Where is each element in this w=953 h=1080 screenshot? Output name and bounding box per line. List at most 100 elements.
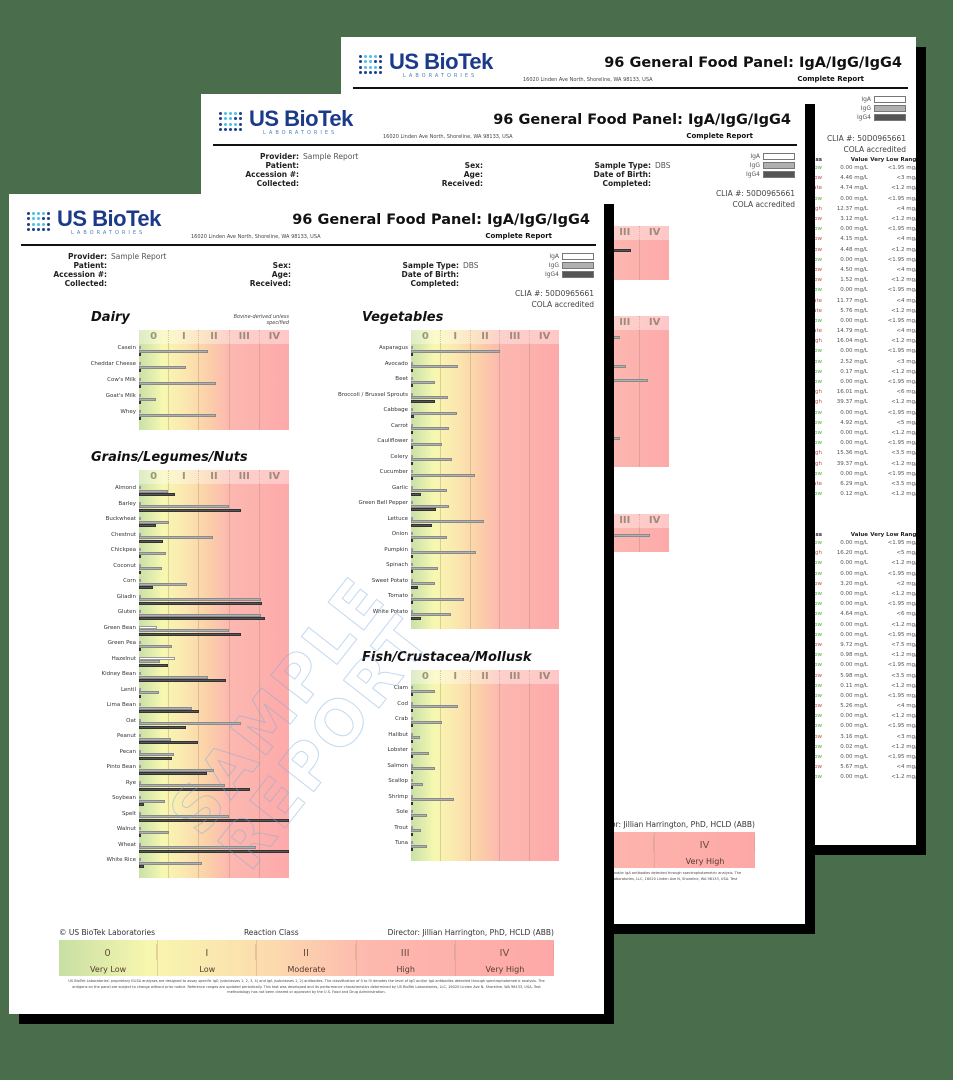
igg-bar <box>139 551 166 555</box>
food-label: Spinach <box>386 562 408 568</box>
igg-bar <box>139 737 171 741</box>
igg-bar <box>139 613 261 617</box>
igg-bar <box>411 349 500 353</box>
igg-bar <box>411 689 435 693</box>
food-label: Corn <box>123 578 136 584</box>
food-label: Coconut <box>113 562 136 569</box>
igg-bar <box>139 861 202 865</box>
bar-row <box>411 360 559 376</box>
class-tick: IV <box>268 471 281 482</box>
igg4-bar <box>139 586 153 589</box>
food-label: Onion <box>391 531 408 537</box>
food-label: Tuna <box>395 840 408 846</box>
food-label: Almond <box>115 485 136 491</box>
page-header: US BioTek LABORATORIES 16020 Linden Ave … <box>213 108 797 146</box>
bar-row <box>139 701 289 717</box>
class-tick: III <box>610 226 641 240</box>
bar-row <box>139 546 289 562</box>
report-subtitle: Complete Report <box>485 232 552 240</box>
igg4-bar <box>411 539 413 542</box>
food-label: White Potato <box>372 608 408 615</box>
bar-row <box>411 515 559 531</box>
logo-name: US BioTek <box>57 206 161 231</box>
igg4-bar <box>411 554 413 558</box>
food-label: Oat <box>126 717 136 724</box>
iga-bar <box>139 703 141 706</box>
food-label: Sole <box>396 809 408 815</box>
bar-row <box>411 453 559 469</box>
iga-bar <box>411 470 413 473</box>
iga-bar <box>139 641 141 644</box>
igg4-bar <box>411 508 437 511</box>
iga-bar <box>139 749 141 753</box>
class-tick: III <box>230 470 260 484</box>
report-title: 96 General Food Panel: IgA/IgG/IgG4 <box>493 112 791 128</box>
food-label: Lima Bean <box>106 702 136 708</box>
food-label: Rye <box>125 779 136 786</box>
section-title: Dairy <box>91 310 130 325</box>
bar-row <box>411 391 559 407</box>
igg4-bar <box>139 756 172 760</box>
bar-row <box>411 731 559 747</box>
bar-row <box>139 732 289 748</box>
igg4-bar <box>411 848 413 851</box>
food-label: Gliadin <box>116 593 136 600</box>
igg4-bar <box>139 694 141 698</box>
report-subtitle: Complete Report <box>686 132 753 140</box>
bar-row <box>139 593 289 609</box>
bar-row <box>139 810 289 826</box>
bar-row <box>139 717 289 733</box>
igg-bar <box>411 736 420 739</box>
bar-row <box>411 546 559 562</box>
class-tick: III <box>230 330 260 344</box>
food-label: Hazelnut <box>111 655 136 662</box>
iga-bar <box>411 392 413 396</box>
igg-bar <box>411 458 453 461</box>
igg4-bar <box>139 417 141 420</box>
iga-bar <box>411 563 413 566</box>
food-label: Cod <box>397 700 408 707</box>
igg4-bar <box>411 832 413 836</box>
igg-bar <box>411 844 428 848</box>
bar-row <box>139 392 289 408</box>
clia-number: CLIA #: 50D0965661 COLA accredited <box>826 134 906 154</box>
bar-row <box>411 793 559 809</box>
class-tick: III <box>610 316 641 330</box>
logo-subtitle: LABORATORIES <box>403 73 478 79</box>
class-tick: I <box>169 470 200 484</box>
isotype-legend: IgA IgG IgG4 <box>846 95 906 122</box>
class-tick: 0 <box>411 330 441 344</box>
iga-bar <box>139 532 141 536</box>
food-label: Lettuce <box>387 515 408 522</box>
igg-bar <box>411 396 448 399</box>
bar-row <box>411 715 559 731</box>
iga-bar <box>411 454 413 458</box>
igg4-bar <box>411 786 413 789</box>
igg-bar <box>139 784 225 787</box>
food-label: Halibut <box>388 731 408 738</box>
igg-bar <box>139 675 208 679</box>
igg4-bar <box>139 385 141 388</box>
patient-info: Provider: Sample Report Patient: Accessio… <box>245 152 795 209</box>
igg-bar <box>411 782 423 786</box>
igg4-bar <box>139 710 199 713</box>
igg-bar <box>411 489 447 492</box>
class-tick: II <box>199 470 230 484</box>
igg4-bar <box>411 430 413 434</box>
igg-bar <box>411 520 484 523</box>
iga-bar <box>139 718 141 722</box>
bar-row <box>139 763 289 779</box>
food-label: Crab <box>395 716 408 722</box>
